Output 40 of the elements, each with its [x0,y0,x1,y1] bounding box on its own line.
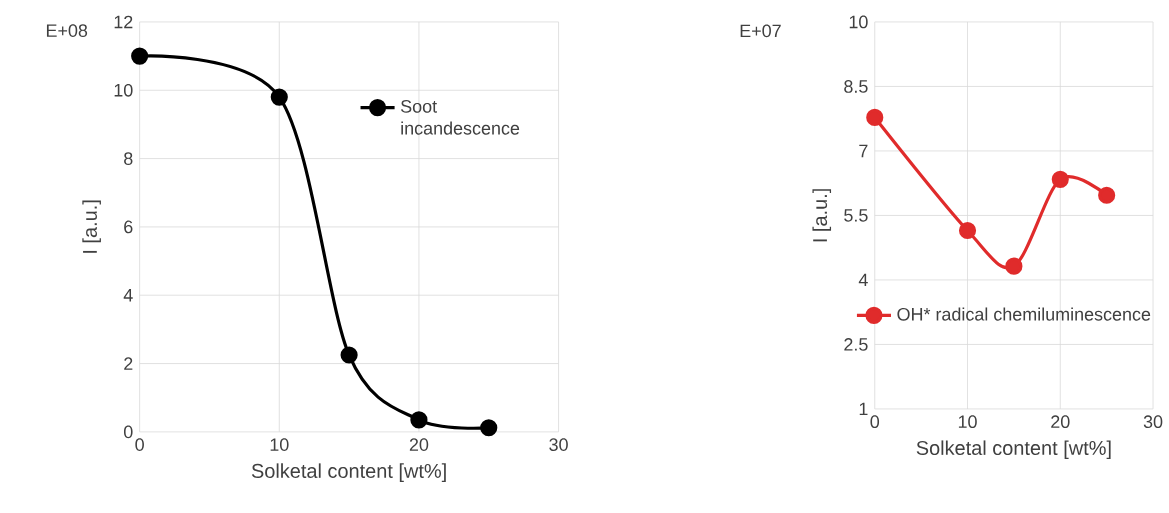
x-tick-label: 10 [270,438,289,452]
point [340,346,358,364]
text: E+07 [740,24,781,38]
x-tick-label: 20 [1051,415,1070,429]
x-tick-label: 20 [409,438,429,452]
point [480,419,498,437]
y-tick-label: 6 [124,220,133,234]
y-tick-label: 7 [859,144,868,158]
x-tick-label: 0 [870,415,880,429]
x-tick-label: 30 [549,438,568,452]
point [410,411,428,429]
point [131,47,149,65]
y-tick-label: 4 [858,273,868,287]
point [1051,170,1069,189]
legend-label: OH* radical chemiluminescence [897,307,1151,321]
y-tick-label: 8 [124,152,133,166]
point [866,108,884,127]
x-axis-title: Solketal content [wt%] [251,463,446,483]
x-tick-label: 10 [958,415,977,429]
y-tick-label: 2.5 [844,338,868,351]
y-tick-label: 0 [123,425,133,439]
point [270,88,288,106]
y-tick-label: 2 [124,357,133,370]
x-axis-title: Solketal content [wt%] [916,440,1111,460]
y-tick-label: 1 [859,402,868,416]
x-tick-label: 0 [135,438,144,452]
y-tick-label: 10 [849,15,868,29]
legend-label: Soot incandescence [400,100,520,135]
y-axis-title: I [a.u.] [82,200,101,253]
y-tick-label: 12 [114,15,133,29]
y-axis-title: I [a.u.] [812,189,832,242]
point [1005,257,1023,275]
y-tick-label: 10 [114,84,133,97]
point [1098,186,1116,204]
x-tick-label: 30 [1143,415,1163,429]
y-tick-label: 4 [123,289,133,302]
point [958,222,977,240]
y-tick-label: 8.5 [844,80,868,93]
text: E+08 [46,24,88,38]
y-tick-label: 5.5 [844,209,868,222]
